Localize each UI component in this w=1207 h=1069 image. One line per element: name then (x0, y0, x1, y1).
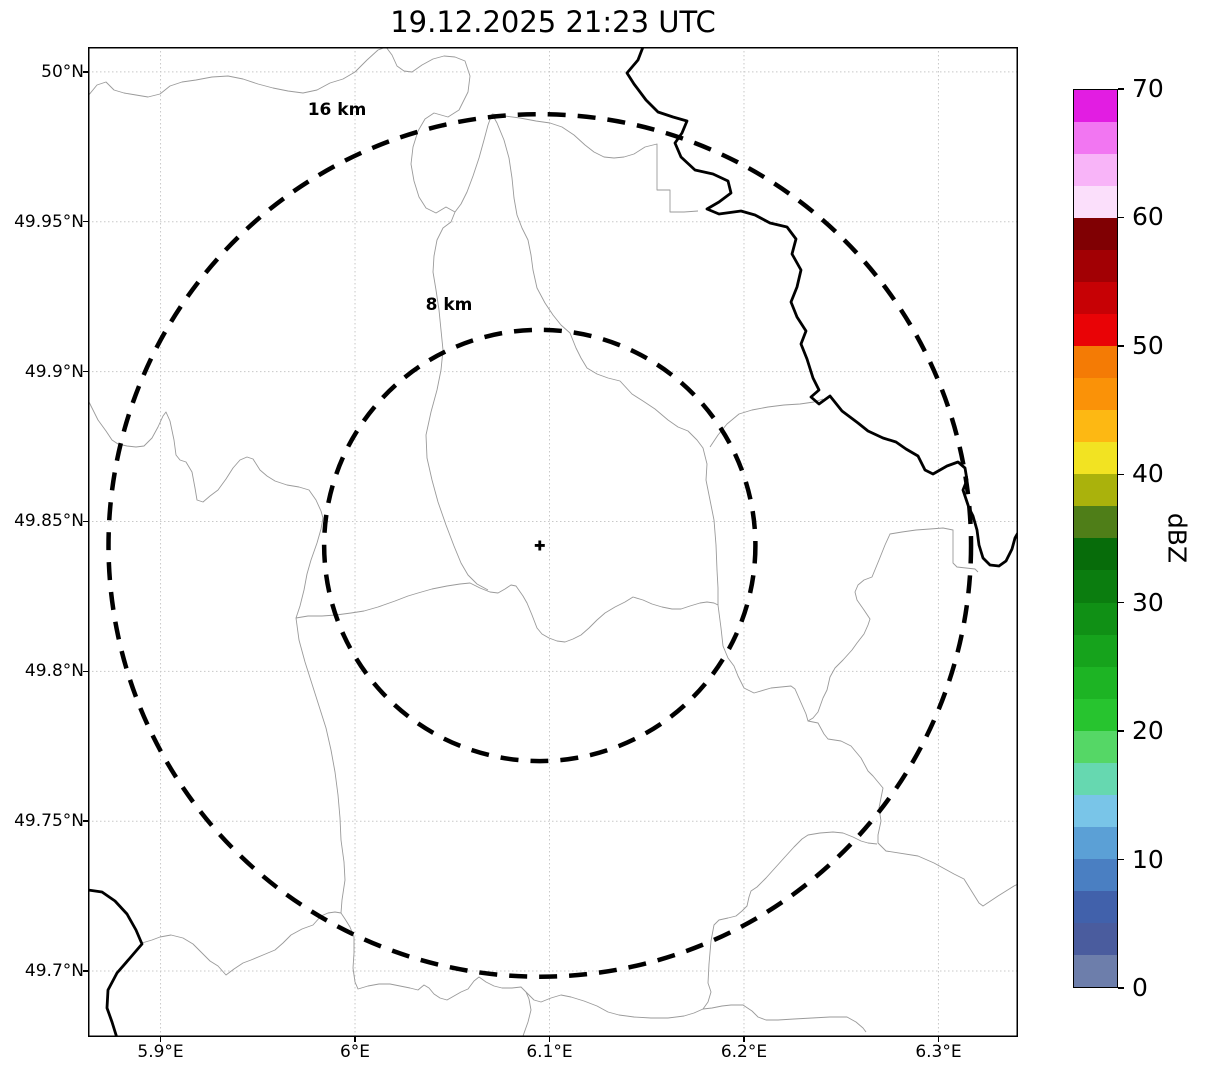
x-tick-mark (743, 1037, 745, 1042)
commune-boundary-line (88, 47, 489, 591)
y-tick-mark (83, 71, 88, 73)
commune-boundary-line (702, 831, 878, 1010)
colorbar-segment (1074, 698, 1117, 731)
colorbar-tick-label: 60 (1132, 202, 1164, 232)
commune-boundary-line (141, 911, 532, 1037)
colorbar-tick-label: 50 (1132, 330, 1164, 360)
y-tick-label: 49.95°N (14, 211, 84, 232)
y-tick-label: 49.75°N (14, 811, 84, 832)
commune-boundary-line (807, 527, 979, 722)
range-ring-label-16km: 16 km (308, 100, 367, 120)
y-tick-mark (83, 670, 88, 673)
x-tick-mark (937, 1037, 940, 1042)
range-ring-label-8km: 8 km (426, 295, 473, 315)
colorbar-segment (1074, 602, 1117, 635)
colorbar-segment (1074, 954, 1117, 987)
x-tick-label: 6°E (339, 1042, 371, 1062)
colorbar-segment (1074, 378, 1117, 411)
colorbar-segment (1074, 634, 1117, 667)
colorbar-segment (1074, 666, 1117, 699)
colorbar-segment (1074, 570, 1117, 603)
colorbar-tick-mark (1118, 602, 1124, 604)
colorbar-segment (1074, 314, 1117, 347)
colorbar-segment (1074, 186, 1117, 219)
y-tick-label: 49.8°N (24, 661, 84, 682)
y-tick-label: 49.7°N (24, 961, 84, 982)
y-tick-label: 50°N (41, 61, 84, 82)
colorbar-segment (1074, 346, 1117, 379)
colorbar-segment (1074, 922, 1117, 955)
colorbar-tick-label: 70 (1132, 74, 1164, 103)
colorbar-tick-mark (1118, 216, 1124, 219)
x-tick-label: 6.1°E (526, 1042, 573, 1062)
commune-boundary-line (491, 113, 1018, 907)
colorbar-segment (1074, 442, 1117, 475)
y-tick-mark (83, 221, 88, 223)
colorbar-tick-label: 30 (1132, 587, 1164, 617)
colorbar-segment (1074, 762, 1117, 795)
colorbar-segment (1074, 858, 1117, 891)
y-tick-mark (83, 820, 88, 822)
colorbar-segment (1074, 90, 1117, 123)
commune-boundary-line (525, 991, 867, 1033)
range-ring-16km (106, 111, 974, 979)
plot-title: 19.12.2025 21:23 UTC (390, 5, 716, 39)
colorbar-segment (1074, 506, 1117, 539)
map-canvas: 8 km 16 km (88, 47, 1018, 1037)
map-plot-area: 8 km 16 km (88, 47, 1018, 1037)
x-tick-label: 6.2°E (720, 1042, 768, 1062)
commune-boundary-line (491, 113, 699, 213)
x-tick-label: 5.9°E (137, 1042, 184, 1062)
colorbar-segment (1074, 474, 1117, 507)
colorbar-tick-mark (1118, 858, 1124, 861)
commune-boundary-line (454, 113, 493, 213)
colorbar-segment (1074, 826, 1117, 859)
commune-boundary-line (295, 582, 719, 643)
river-border-line (88, 888, 144, 1037)
colorbar-segment (1074, 538, 1117, 571)
colorbar-segment (1074, 730, 1117, 763)
colorbar-segment (1074, 154, 1117, 187)
colorbar-tick-label: 20 (1132, 716, 1164, 746)
y-tick-label: 49.9°N (24, 361, 84, 382)
x-tick-label: 6.3°E (915, 1042, 962, 1062)
colorbar-tick-mark (1118, 473, 1124, 475)
colorbar-tick-mark (1118, 88, 1124, 90)
colorbar-segment (1074, 250, 1117, 283)
colorbar-tick-mark (1118, 987, 1124, 989)
y-tick-mark (83, 520, 88, 523)
river-border-line (625, 47, 1018, 568)
axes-frame (88, 47, 1018, 1037)
colorbar-tick-mark (1118, 345, 1124, 347)
colorbar-tick-label: 10 (1132, 844, 1164, 874)
y-tick-mark (83, 970, 88, 972)
colorbar (1073, 89, 1118, 988)
colorbar-segment (1074, 282, 1117, 315)
x-tick-mark (354, 1037, 356, 1042)
colorbar-segment (1074, 122, 1117, 155)
x-tick-mark (159, 1037, 162, 1042)
colorbar-segment (1074, 890, 1117, 923)
range-ring-8km (321, 327, 758, 764)
colorbar-segment (1074, 794, 1117, 827)
colorbar-tick-label: 0 (1132, 973, 1148, 1002)
colorbar-axis-label: dBZ (1162, 512, 1192, 564)
colorbar-segment (1074, 218, 1117, 251)
radar-site-marker (534, 540, 545, 551)
colorbar-tick-label: 40 (1132, 459, 1164, 489)
colorbar-segment (1074, 410, 1117, 443)
y-tick-mark (83, 370, 88, 373)
commune-boundary-line (88, 399, 346, 914)
x-tick-mark (548, 1037, 551, 1042)
colorbar-tick-mark (1118, 730, 1124, 732)
y-tick-label: 49.85°N (14, 511, 84, 532)
